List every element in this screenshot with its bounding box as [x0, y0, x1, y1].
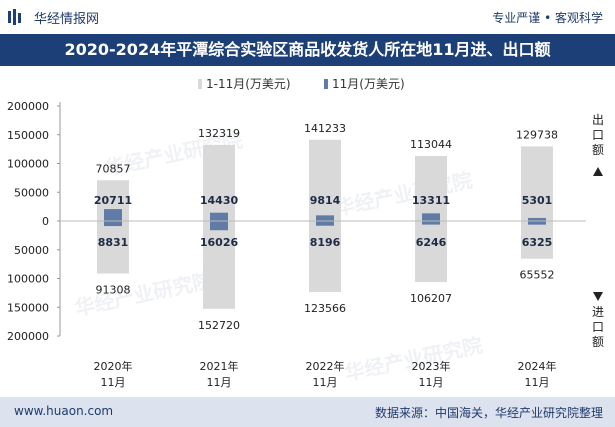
data-label-cumulative-import: 123566	[304, 302, 346, 315]
watermark-text: 华经产业研究院	[73, 268, 215, 321]
y-tick-label: 0	[42, 215, 49, 228]
export-axis-label-char: 出	[592, 113, 604, 127]
import-axis-label-char: 进	[592, 305, 604, 319]
data-source: 数据来源：中国海关，华经产业研究院整理	[374, 406, 603, 420]
up-arrow-icon	[593, 167, 603, 176]
data-label-cumulative-export: 70857	[96, 162, 131, 175]
data-label-monthly-import: 16026	[200, 236, 239, 249]
import-axis-label-char: 额	[592, 335, 604, 349]
y-tick-label: 150000	[7, 129, 49, 142]
tagline: 专业严谨 • 客观科学	[492, 11, 603, 25]
legend-swatch-cumulative	[198, 79, 202, 89]
x-tick-label-month: 11月	[313, 376, 338, 389]
data-label-monthly-export: 13311	[412, 194, 450, 207]
x-tick-label-month: 11月	[525, 376, 550, 389]
bar-monthly-import	[422, 221, 440, 225]
chart-title: 2020-2024年平潭综合实验区商品收发货人所在地11月进、出口额	[64, 40, 551, 59]
x-tick-label-month: 11月	[207, 376, 232, 389]
data-label-cumulative-export: 129738	[516, 128, 558, 141]
y-tick-label: 200000	[7, 330, 49, 343]
bar-monthly-export	[422, 213, 440, 221]
title-bar: 2020-2024年平潭综合实验区商品收发货人所在地11月进、出口额	[0, 34, 615, 66]
import-axis-label-char: 口	[592, 320, 604, 334]
website-link[interactable]: www.huaon.com	[14, 404, 114, 418]
y-tick-label: 200000	[7, 100, 49, 113]
data-label-cumulative-export: 141233	[304, 122, 346, 135]
legend-label-monthly: 11月(万美元)	[332, 77, 405, 91]
bar-cumulative-export	[309, 139, 341, 221]
x-tick-label-month: 11月	[419, 376, 444, 389]
export-axis-label-char: 额	[592, 143, 604, 157]
data-label-monthly-import: 8196	[310, 236, 341, 249]
export-axis-label-char: 口	[592, 128, 604, 142]
data-label-cumulative-import: 106207	[410, 292, 452, 305]
watermark-text: 华经产业研究院	[333, 168, 475, 221]
bar-monthly-export	[210, 212, 228, 221]
bar-monthly-export	[528, 217, 546, 221]
top-bar: 华经情报网 专业严谨 • 客观科学	[0, 0, 615, 34]
bar-cumulative-import	[203, 221, 235, 309]
bar-monthly-import	[104, 221, 122, 227]
legend-swatch-monthly	[324, 79, 328, 89]
data-label-monthly-export: 5301	[522, 194, 553, 207]
y-tick-label: 100000	[7, 273, 49, 286]
y-tick-label: 50000	[14, 186, 49, 199]
bar-monthly-export	[104, 209, 122, 221]
huajing-logo-icon	[8, 9, 21, 25]
x-tick-label-month: 11月	[101, 376, 126, 389]
data-label-cumulative-export: 113044	[410, 138, 452, 151]
bar-cumulative-import	[309, 221, 341, 293]
bar-cumulative-export	[521, 146, 553, 221]
bar-monthly-import	[316, 221, 334, 226]
bar-cumulative-export	[415, 155, 447, 221]
down-arrow-icon	[593, 292, 603, 301]
data-label-monthly-import: 6246	[416, 236, 447, 249]
y-tick-label: 150000	[7, 301, 49, 314]
bar-cumulative-import	[521, 221, 553, 259]
bar-monthly-export	[316, 215, 334, 221]
x-tick-label-year: 2021年	[200, 359, 239, 373]
y-tick-label: 100000	[7, 158, 49, 171]
data-label-cumulative-export: 132319	[198, 127, 240, 140]
bar-monthly-import	[528, 221, 546, 225]
bar-monthly-import	[210, 221, 228, 231]
data-label-monthly-export: 14430	[200, 194, 239, 207]
data-label-monthly-import: 6325	[522, 236, 553, 249]
bar-cumulative-export	[203, 144, 235, 221]
data-label-monthly-import: 8831	[98, 236, 129, 249]
data-label-cumulative-import: 152720	[198, 319, 240, 332]
brand-name: 华经情报网	[34, 12, 100, 27]
bar-cumulative-import	[415, 221, 447, 283]
data-label-monthly-export: 20711	[94, 194, 132, 207]
y-tick-label: 50000	[14, 244, 49, 257]
footer-bar: www.huaon.com 数据来源：中国海关，华经产业研究院整理	[0, 397, 615, 427]
data-label-cumulative-import: 91308	[96, 284, 131, 297]
x-tick-label-year: 2022年	[306, 359, 345, 373]
x-tick-label-year: 2020年	[94, 359, 133, 373]
data-label-cumulative-import: 65552	[520, 269, 555, 282]
x-tick-label-year: 2023年	[412, 359, 451, 373]
bar-cumulative-import	[97, 221, 129, 274]
data-label-monthly-export: 9814	[310, 194, 341, 207]
legend-label-cumulative: 1-11月(万美元)	[206, 77, 291, 91]
x-tick-label-year: 2024年	[518, 359, 557, 373]
